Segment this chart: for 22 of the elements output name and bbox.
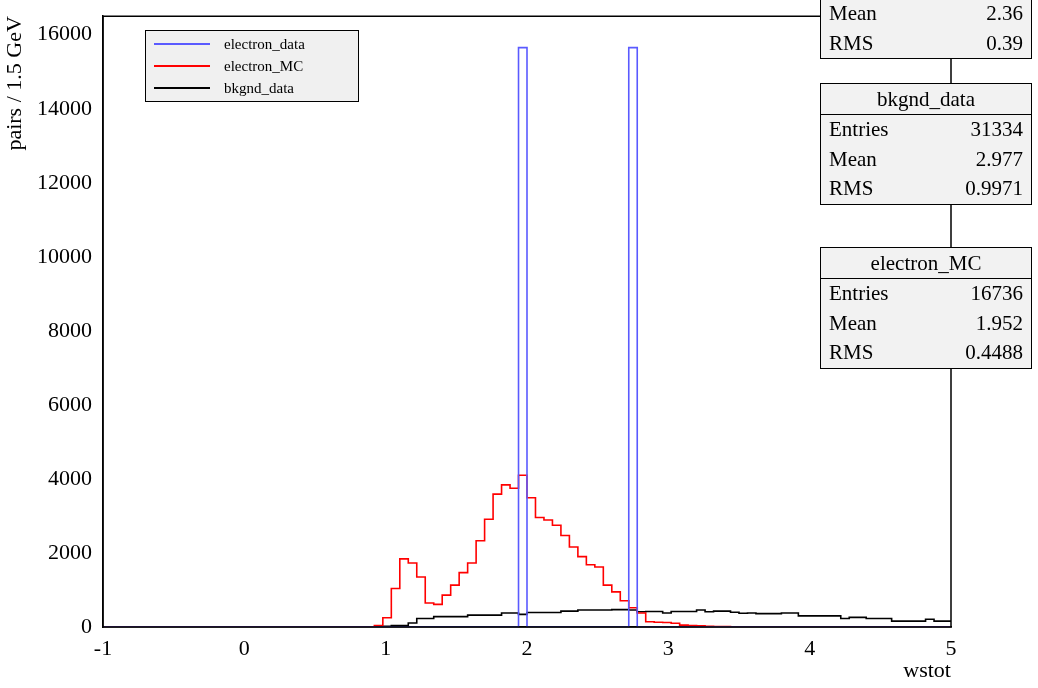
x-tick-label: 0: [238, 634, 250, 660]
y-axis-title: pairs / 1.5 GeV: [0, 16, 26, 151]
y-tick-label: 14000: [37, 94, 92, 120]
x-tick-label: 1: [380, 634, 392, 660]
text: bkgnd_data Entries 31334 Mean 2.977 RMS 0.9971: [829, 87, 1023, 200]
x-tick-label: 2: [521, 634, 533, 660]
text: Mean 2.36 RMS 0.39: [829, 1, 1023, 55]
legend-label: electron_MC: [224, 57, 304, 75]
legend-label: electron_data: [224, 35, 305, 53]
y-tick-label: 4000: [48, 464, 92, 490]
x-tick-label: -1: [93, 634, 113, 660]
y-tick-label: 8000: [48, 316, 92, 342]
y-tick-label: 0: [81, 612, 92, 638]
y-tick-label: 10000: [37, 242, 92, 268]
x-tick-label: 3: [662, 634, 674, 660]
y-tick-label: 6000: [48, 390, 92, 416]
y-tick-label: 12000: [37, 168, 92, 194]
text: electron_MC Entries 16736 Mean 1.952 RMS 0.4488: [829, 251, 1023, 364]
y-tick-label: 16000: [37, 20, 92, 46]
legend-label: bkgnd_data: [224, 79, 294, 97]
x-tick-label: 4: [804, 634, 816, 660]
y-tick-label: 2000: [48, 538, 92, 564]
